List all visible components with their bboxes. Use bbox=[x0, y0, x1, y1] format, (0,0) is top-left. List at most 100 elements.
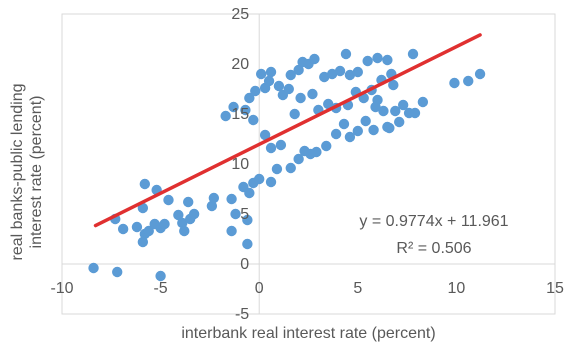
x-axis-title: interbank real interest rate (percent) bbox=[181, 325, 435, 342]
data-point bbox=[208, 192, 220, 204]
data-point bbox=[319, 71, 330, 83]
data-point bbox=[368, 124, 379, 136]
data-point bbox=[179, 225, 190, 237]
data-point bbox=[370, 101, 381, 113]
data-point bbox=[321, 140, 332, 152]
data-point bbox=[273, 80, 285, 92]
data-point bbox=[137, 236, 149, 248]
data-point bbox=[326, 68, 338, 80]
plot-border bbox=[61, 13, 556, 315]
data-point bbox=[244, 92, 255, 104]
y-axis-title-line: interest rate (percent) bbox=[28, 96, 45, 249]
data-point bbox=[293, 64, 304, 76]
data-point bbox=[242, 214, 253, 226]
data-point bbox=[362, 55, 373, 67]
data-point bbox=[352, 66, 363, 78]
data-point bbox=[390, 105, 401, 117]
data-point bbox=[382, 54, 393, 66]
data-point bbox=[263, 75, 275, 87]
data-point bbox=[137, 202, 149, 214]
x-tick-label: 15 bbox=[546, 280, 564, 297]
data-point bbox=[407, 48, 419, 60]
data-point bbox=[394, 116, 405, 128]
y-tick-label: 5 bbox=[240, 206, 249, 223]
data-point bbox=[275, 139, 287, 151]
data-point bbox=[183, 196, 194, 208]
data-point bbox=[226, 225, 237, 237]
data-point bbox=[397, 99, 409, 111]
y-axis-title-line: real banks-public lending bbox=[9, 84, 26, 261]
trendline bbox=[93, 33, 482, 228]
data-point bbox=[88, 262, 99, 274]
data-point bbox=[285, 162, 296, 174]
x-tick-label: 0 bbox=[255, 280, 264, 297]
data-point bbox=[463, 75, 474, 87]
data-point bbox=[307, 88, 318, 100]
data-point bbox=[378, 105, 389, 117]
data-point bbox=[112, 266, 123, 278]
data-point bbox=[271, 163, 283, 175]
data-point bbox=[242, 238, 253, 250]
data-point bbox=[352, 125, 363, 137]
data-point bbox=[340, 48, 352, 60]
data-point bbox=[139, 178, 151, 190]
data-point bbox=[220, 110, 231, 122]
data-point bbox=[250, 85, 261, 97]
data-point bbox=[117, 223, 129, 235]
y-axis-title: real banks-public lending interest rate (… bbox=[9, 84, 45, 261]
data-point bbox=[206, 200, 218, 212]
x-tick-label: 10 bbox=[448, 280, 466, 297]
data-point bbox=[323, 98, 334, 110]
data-point bbox=[226, 193, 237, 205]
data-point bbox=[283, 83, 294, 95]
y-tick-label: -5 bbox=[235, 306, 249, 323]
data-point bbox=[265, 176, 277, 188]
data-point bbox=[382, 121, 393, 133]
data-point bbox=[173, 209, 184, 221]
data-point bbox=[285, 69, 296, 81]
data-point bbox=[309, 53, 320, 65]
data-point bbox=[163, 194, 174, 206]
data-point bbox=[188, 208, 200, 220]
data-point bbox=[474, 68, 486, 80]
data-point bbox=[177, 217, 188, 229]
tick-labels: -10 -5 0 5 10 15 25 20 15 10 5 0 -5 bbox=[50, 6, 564, 323]
data-point bbox=[131, 221, 143, 233]
data-point bbox=[155, 270, 166, 282]
y-tick-label: 20 bbox=[231, 56, 249, 73]
data-point bbox=[403, 107, 415, 119]
data-point bbox=[265, 142, 277, 154]
data-point bbox=[255, 68, 267, 80]
data-point bbox=[330, 128, 342, 140]
data-point bbox=[293, 153, 304, 165]
data-point bbox=[289, 108, 300, 120]
data-point bbox=[360, 115, 371, 127]
data-point bbox=[388, 79, 399, 91]
data-point bbox=[344, 131, 356, 143]
axes bbox=[61, 13, 556, 315]
data-point bbox=[244, 187, 255, 199]
y-tick-label: 10 bbox=[231, 156, 249, 173]
data-point bbox=[230, 208, 241, 220]
data-point bbox=[248, 114, 259, 126]
data-point bbox=[417, 96, 429, 108]
x-tick-label: 5 bbox=[353, 280, 362, 297]
data-point bbox=[338, 118, 350, 130]
trendline-layer bbox=[93, 33, 482, 228]
y-tick-label: 0 bbox=[240, 256, 249, 273]
data-point bbox=[295, 92, 306, 104]
r-squared-label: R² = 0.506 bbox=[396, 240, 471, 257]
data-point bbox=[254, 173, 265, 185]
data-point bbox=[143, 225, 154, 237]
data-point bbox=[265, 66, 277, 78]
data-point bbox=[259, 129, 271, 141]
data-point bbox=[299, 145, 310, 157]
data-point bbox=[240, 104, 251, 116]
x-tick-label: -10 bbox=[50, 280, 73, 297]
data-point bbox=[159, 218, 170, 230]
trendline-equation: y = 0.9774x + 11.961 bbox=[359, 213, 508, 230]
y-tick-label: 25 bbox=[231, 6, 249, 23]
data-point bbox=[228, 101, 239, 113]
